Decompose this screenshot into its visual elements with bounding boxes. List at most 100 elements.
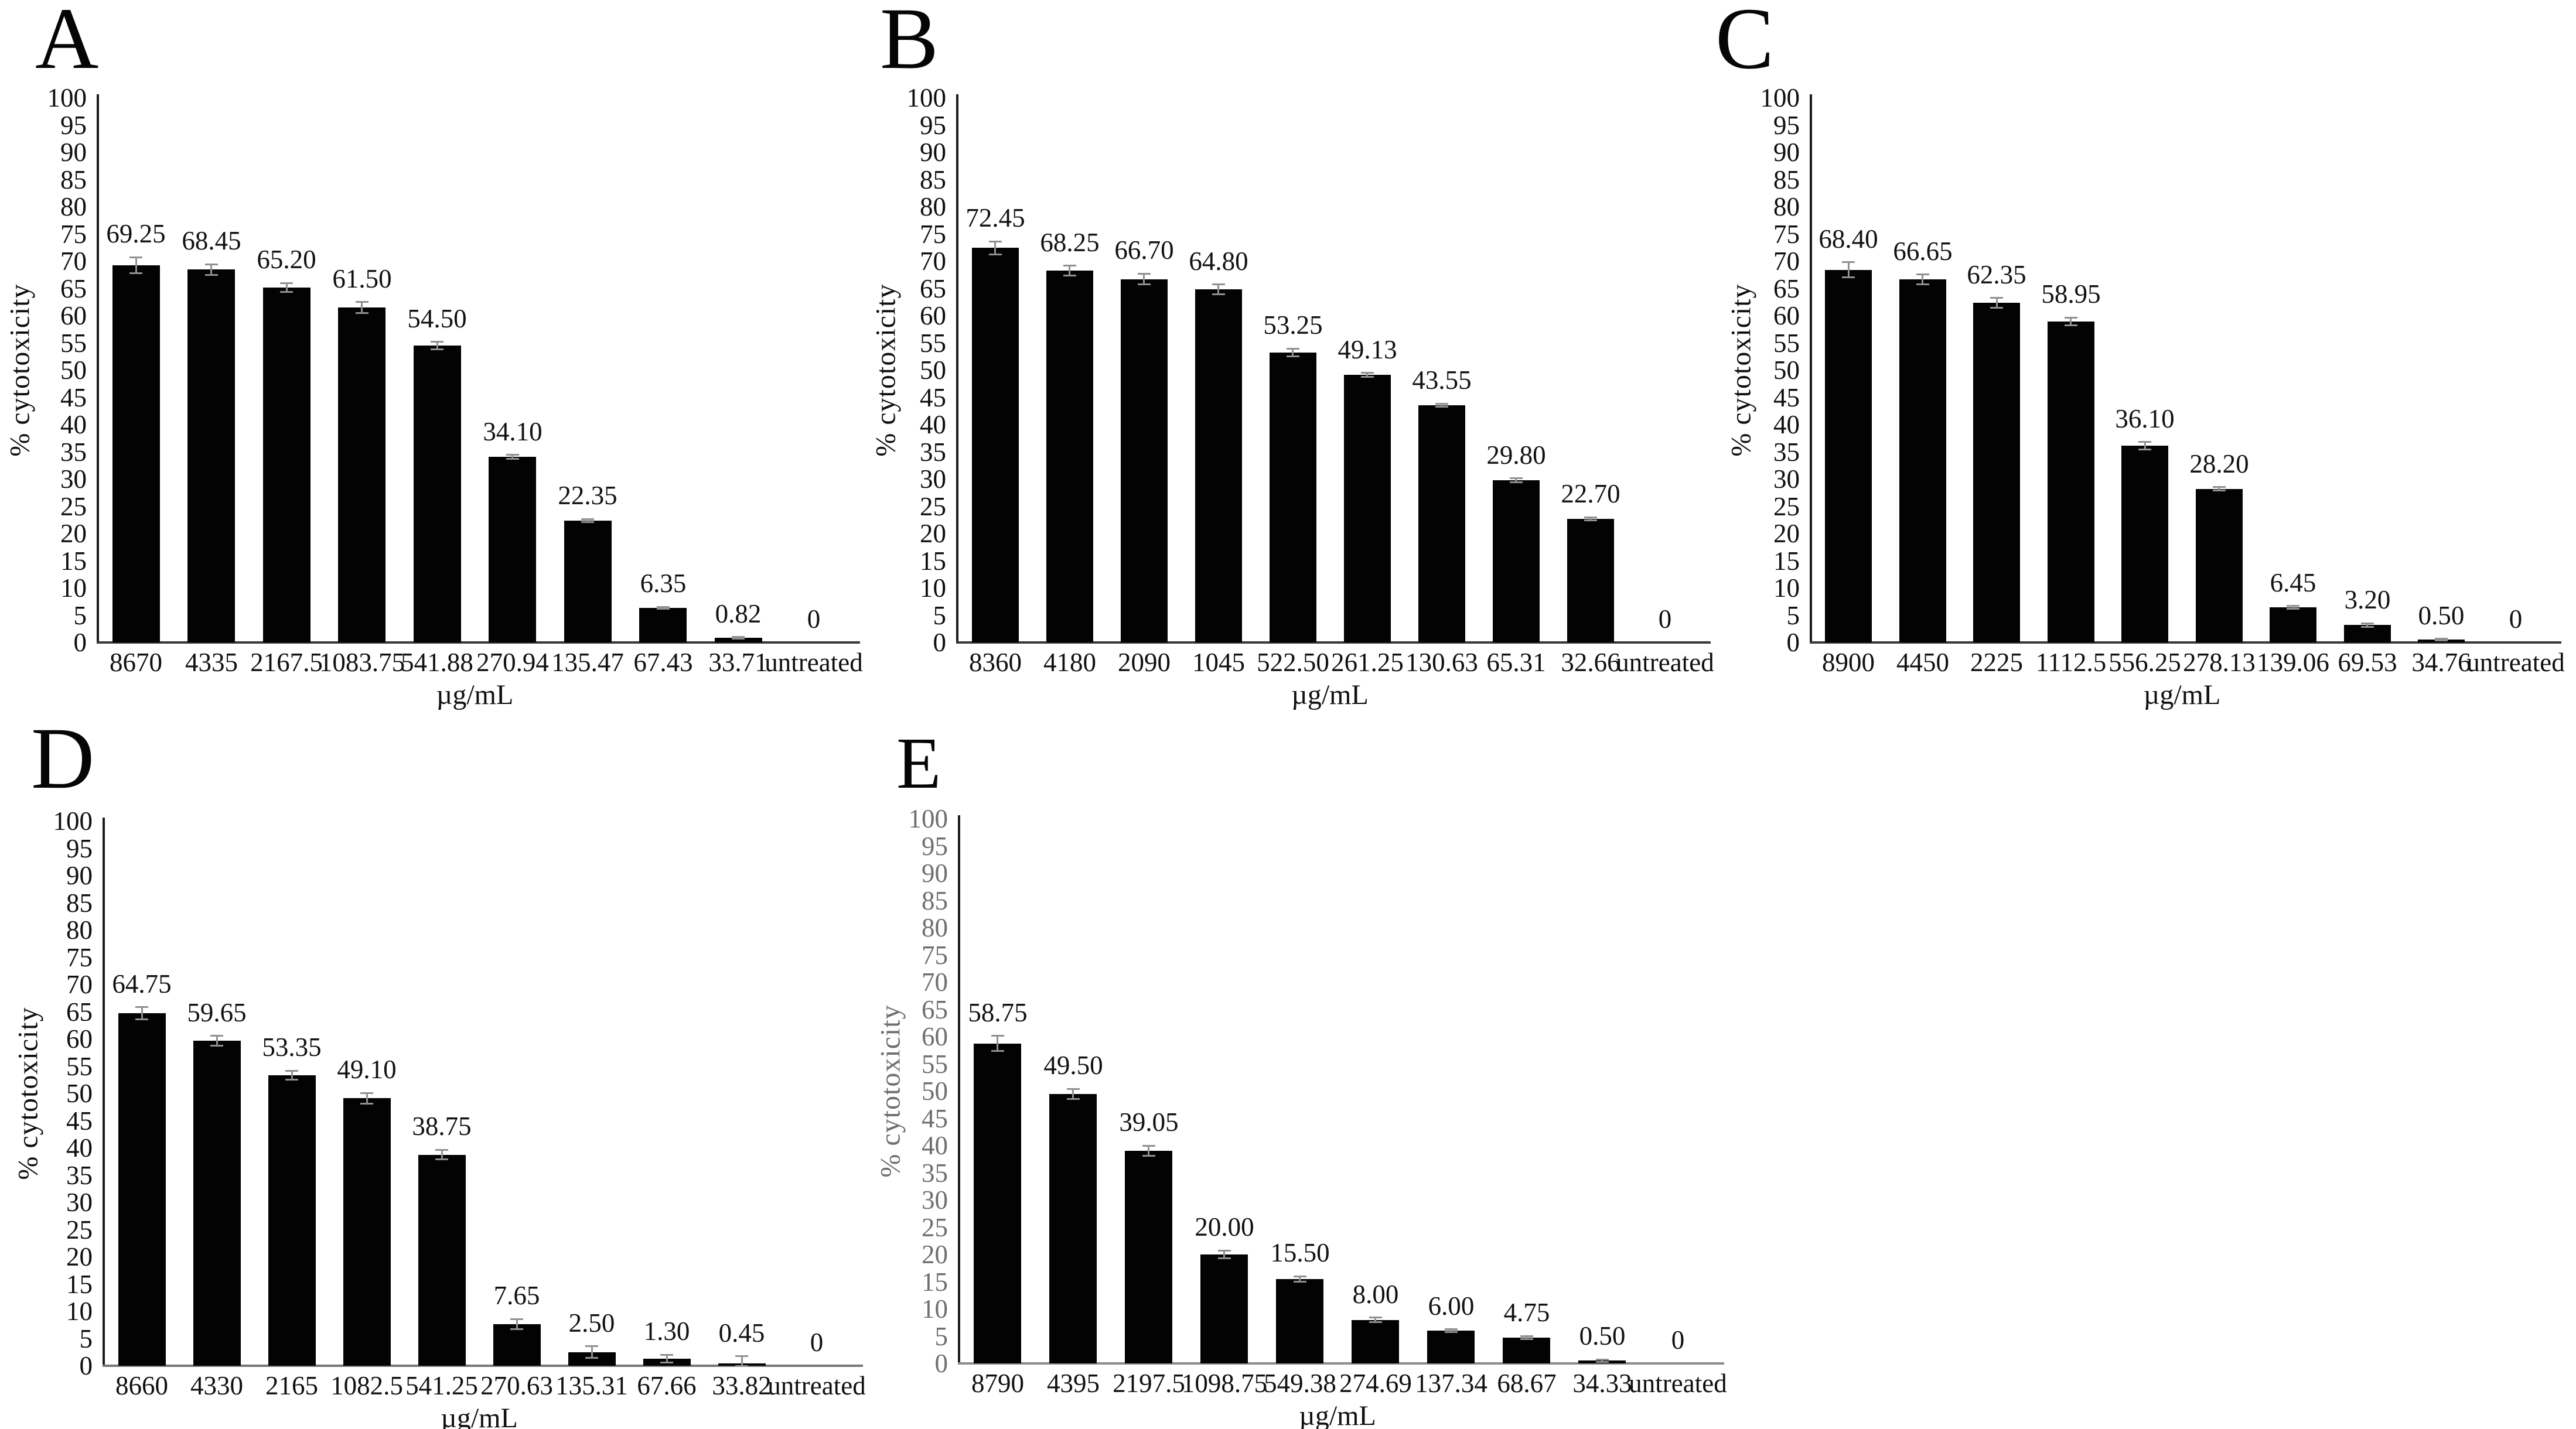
bar-value-label: 0.50 — [2418, 601, 2465, 630]
y-tick-label: 70 — [920, 247, 946, 276]
x-tick-label: 1045 — [1192, 648, 1245, 677]
x-axis-line — [956, 641, 1711, 644]
error-bar-cap — [657, 608, 670, 610]
y-tick-label: 30 — [922, 1185, 948, 1215]
bar-value-label: 64.75 — [112, 969, 172, 999]
bar-value-label: 49.50 — [1043, 1051, 1103, 1080]
y-tick-label: 15 — [920, 546, 946, 576]
bar-value-label: 6.35 — [640, 569, 687, 598]
y-tick-label: 40 — [922, 1131, 948, 1160]
bar — [1567, 519, 1614, 642]
bar — [1046, 271, 1093, 642]
y-tick-label: 85 — [60, 165, 87, 194]
error-bar-cap — [1212, 293, 1225, 295]
error-bar-cap — [135, 1006, 148, 1008]
y-tick-label: 40 — [1773, 410, 1800, 439]
bar — [564, 521, 612, 642]
x-tick-label: 34.76 — [2411, 648, 2471, 677]
error-bar-cap — [510, 1328, 523, 1330]
bar-value-label: 61.50 — [332, 264, 392, 293]
error-bar-cap — [1218, 1257, 1231, 1259]
y-tick-label: 90 — [66, 861, 93, 890]
bar-value-label: 66.70 — [1114, 235, 1174, 265]
error-bar-cap — [1212, 283, 1225, 285]
error-bar-cap — [129, 272, 142, 274]
y-tick-label: 75 — [66, 942, 93, 972]
chart-panel-e: E % cytotoxicity µg/mL 0 5 10 15 20 25 30 35 40 4… — [844, 720, 1758, 1429]
error-bar — [1069, 266, 1070, 276]
y-tick-label: 90 — [60, 138, 87, 167]
x-tick-label: 65.31 — [1486, 648, 1546, 677]
y-tick-label: 95 — [60, 110, 87, 140]
panel-letter-b: B — [880, 0, 939, 87]
y-tick-label: 25 — [60, 491, 87, 521]
y-tick-label: 30 — [1773, 464, 1800, 494]
error-bar-cap — [435, 1149, 448, 1151]
error-bar — [1441, 404, 1442, 407]
error-bar-cap — [210, 1035, 223, 1037]
y-tick-label: 50 — [66, 1079, 93, 1108]
panel-letter-d: D — [31, 710, 95, 807]
error-bar — [591, 1346, 593, 1358]
bar-value-label: 4.75 — [1503, 1298, 1550, 1327]
x-tick-label: untreated — [1616, 648, 1714, 677]
error-bar-cap — [1369, 1317, 1382, 1318]
error-bar-cap — [431, 341, 443, 343]
x-tick-label: 139.06 — [2257, 648, 2329, 677]
bar-value-label: 53.35 — [262, 1033, 322, 1062]
error-bar — [216, 1036, 218, 1046]
error-bar — [1366, 373, 1368, 377]
y-tick-label: 10 — [60, 573, 87, 603]
bar-value-label: 22.35 — [558, 481, 617, 510]
y-tick-label: 15 — [922, 1267, 948, 1297]
panel-letter-c: C — [1715, 0, 1775, 87]
x-tick-label: 549.38 — [1264, 1369, 1336, 1398]
y-tick-label: 95 — [1773, 110, 1800, 140]
y-tick-label: 70 — [66, 970, 93, 999]
error-bar-cap — [1361, 376, 1374, 378]
y-tick-label: 75 — [1773, 219, 1800, 249]
chart-panel-d: D % cytotoxicity µg/mL 0 5 10 15 20 25 30 35 40 4… — [12, 714, 893, 1429]
bar-value-label: 0 — [1671, 1325, 1685, 1355]
error-bar — [2070, 317, 2072, 325]
x-tick-label: 4335 — [185, 648, 238, 677]
bar — [414, 346, 461, 642]
bar-value-label: 72.45 — [965, 203, 1025, 233]
bar — [1493, 480, 1540, 642]
error-bar-cap — [129, 257, 142, 258]
error-bar — [2144, 442, 2146, 450]
y-tick-label: 35 — [60, 437, 87, 467]
y-tick-label: 90 — [1773, 138, 1800, 167]
y-tick-label: 90 — [922, 859, 948, 888]
y-tick-label: 80 — [60, 192, 87, 221]
y-tick-label: 100 — [53, 806, 93, 836]
bar — [1270, 353, 1316, 642]
y-tick-label: 25 — [920, 491, 946, 521]
error-bar-cap — [435, 1158, 448, 1160]
error-bar-cap — [1142, 1155, 1155, 1157]
error-bar — [2218, 487, 2220, 491]
y-tick-label: 65 — [920, 274, 946, 303]
bar — [972, 248, 1019, 642]
y-tick-label: 40 — [66, 1133, 93, 1163]
error-bar-cap — [2287, 605, 2299, 607]
y-tick-label: 10 — [1773, 573, 1800, 603]
y-tick-label: 25 — [1773, 491, 1800, 521]
y-tick-label: 55 — [66, 1051, 93, 1081]
error-bar — [436, 342, 438, 350]
y-tick-label: 85 — [1773, 165, 1800, 194]
bar — [1049, 1094, 1097, 1363]
y-tick-label: 50 — [60, 355, 87, 385]
bar-value-label: 62.35 — [1967, 260, 2026, 289]
error-bar — [1601, 1359, 1603, 1362]
x-tick-label: 4180 — [1043, 648, 1096, 677]
bar-value-label: 38.75 — [412, 1112, 472, 1141]
error-bar — [361, 302, 363, 313]
bar-value-label: 15.50 — [1270, 1238, 1330, 1267]
error-bar-cap — [585, 1345, 598, 1347]
y-tick-label: 10 — [922, 1294, 948, 1324]
y-axis-line — [958, 815, 960, 1363]
error-bar-cap — [431, 348, 443, 350]
error-bar — [1148, 1146, 1149, 1155]
y-tick-label: 35 — [1773, 437, 1800, 467]
